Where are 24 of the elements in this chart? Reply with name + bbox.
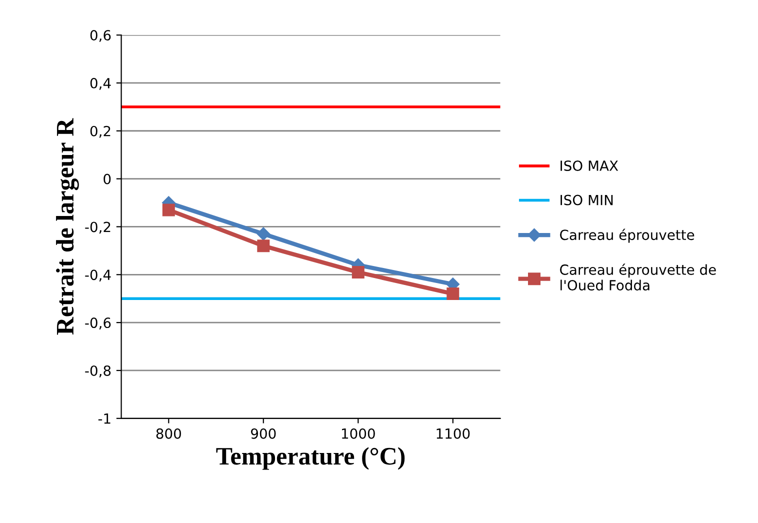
point [352,266,364,278]
x-axis-title: Temperature (°C) [216,447,405,470]
y-tick-label: 0,6 [90,30,111,42]
y-tick-label: -0,4 [85,270,111,282]
point [162,204,175,216]
legend-label: Carreau éprouvette de l'Oued Fodda [560,264,716,290]
x-tick-label: 1100 [436,428,470,439]
point [446,288,460,300]
y-axis-title: Retrait de largeur R [56,118,79,335]
y-tick-label: -0,6 [85,318,111,330]
x-tick-label: 1000 [342,428,375,439]
x-tick-label: 800 [156,428,181,439]
legend-label: ISO MAX [560,160,618,172]
y-tick-label: -0,8 [85,365,111,378]
y-tick-label: -0,2 [85,222,110,234]
y-tick-label: 0 [104,174,111,184]
legend-label: Carreau éprouvette [560,228,694,243]
x-tick-label: 900 [251,428,276,439]
point [256,227,270,240]
y-tick-label: -1 [98,414,110,424]
point [257,240,270,252]
y-tick-label: 0,2 [90,126,110,138]
legend-label: ISO MIN [560,194,613,206]
y-tick-label: 0,4 [90,78,111,90]
